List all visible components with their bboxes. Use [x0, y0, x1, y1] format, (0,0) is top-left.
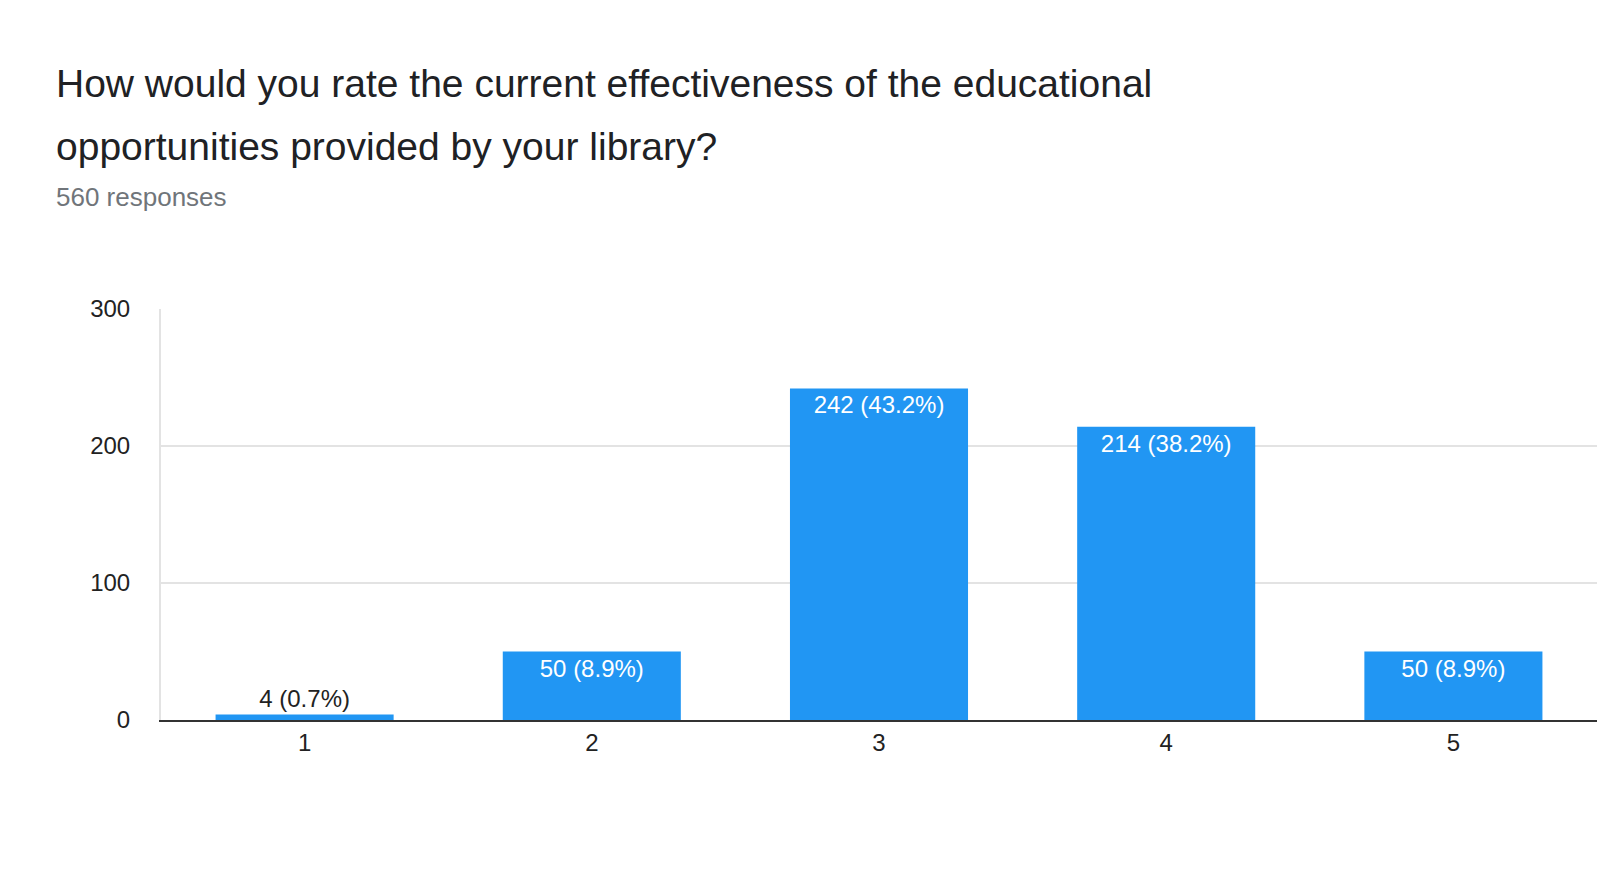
svg-text:2: 2 — [585, 729, 598, 756]
svg-text:214 (38.2%): 214 (38.2%) — [1101, 430, 1232, 457]
svg-text:4: 4 — [1160, 729, 1173, 756]
html-text:How would you rate the current: How would you rate the current effective… — [56, 62, 1153, 168]
svg-text:4 (0.7%): 4 (0.7%) — [259, 685, 350, 712]
svg-text:50 (8.9%): 50 (8.9%) — [1401, 655, 1505, 682]
svg-text:242 (43.2%): 242 (43.2%) — [814, 391, 945, 418]
svg-text:1: 1 — [298, 729, 311, 756]
svg-text:200: 200 — [90, 432, 130, 459]
svg-text:300: 300 — [90, 295, 130, 322]
svg-text:100: 100 — [90, 569, 130, 596]
svg-text:5: 5 — [1447, 729, 1460, 756]
svg-text:3: 3 — [872, 729, 885, 756]
svg-text:0: 0 — [117, 706, 130, 733]
svg-text:50 (8.9%): 50 (8.9%) — [540, 655, 644, 682]
html-text:560 responses: 560 responses — [56, 182, 227, 212]
